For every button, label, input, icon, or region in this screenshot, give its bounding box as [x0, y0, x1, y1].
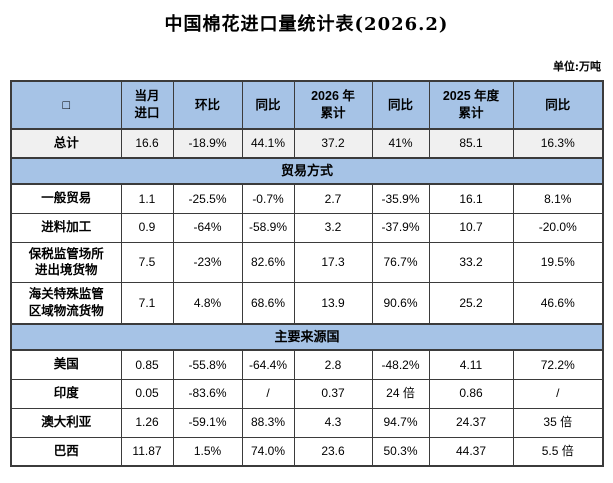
data-cell: -35.9%	[371, 183, 430, 214]
row-label-cell: 印度	[10, 378, 122, 409]
data-cell: -64.4%	[241, 349, 295, 380]
unit-note: 单位:万吨	[552, 60, 601, 73]
section-header: 贸易方式	[10, 157, 604, 185]
data-cell: 46.6%	[512, 282, 604, 325]
data-cell: -48.2%	[371, 349, 430, 380]
data-cell: 68.6%	[241, 282, 295, 325]
data-cell: 4.11	[428, 349, 514, 380]
column-header: 当月 进口	[120, 80, 174, 130]
data-cell: 90.6%	[371, 282, 430, 325]
data-cell: 35 倍	[512, 407, 604, 438]
data-cell: 16.3%	[512, 128, 604, 159]
row-label-cell: 保税监管场所 进出境货物	[10, 241, 122, 284]
column-header: 同比	[241, 80, 295, 130]
data-cell: 17.3	[293, 241, 373, 284]
data-cell: -25.5%	[172, 183, 243, 214]
data-cell: 82.6%	[241, 241, 295, 284]
data-cell: 5.5 倍	[512, 436, 604, 467]
data-cell: 88.3%	[241, 407, 295, 438]
row-label-cell: 美国	[10, 349, 122, 380]
data-cell: 4.8%	[172, 282, 243, 325]
data-cell: -83.6%	[172, 378, 243, 409]
data-cell: -55.8%	[172, 349, 243, 380]
data-cell: 41%	[371, 128, 430, 159]
data-cell: 74.0%	[241, 436, 295, 467]
data-cell: 24 倍	[371, 378, 430, 409]
data-cell: 7.1	[120, 282, 174, 325]
data-cell: 2.8	[293, 349, 373, 380]
data-cell: 13.9	[293, 282, 373, 325]
data-cell: 25.2	[428, 282, 514, 325]
data-cell: 1.5%	[172, 436, 243, 467]
data-cell: 8.1%	[512, 183, 604, 214]
data-cell: 72.2%	[512, 349, 604, 380]
data-cell: 44.1%	[241, 128, 295, 159]
data-cell: 33.2	[428, 241, 514, 284]
data-cell: 0.9	[120, 212, 174, 243]
column-header: 2026 年 累计	[293, 80, 373, 130]
data-cell: 44.37	[428, 436, 514, 467]
data-cell: 4.3	[293, 407, 373, 438]
data-cell: 1.26	[120, 407, 174, 438]
data-cell: 94.7%	[371, 407, 430, 438]
data-cell: -59.1%	[172, 407, 243, 438]
data-cell: 0.05	[120, 378, 174, 409]
data-cell: 2.7	[293, 183, 373, 214]
data-cell: 10.7	[428, 212, 514, 243]
data-cell: 0.85	[120, 349, 174, 380]
cotton-import-table: □ 当月 进口 环比 同比 2026 年 累计 同比 2025 年度 累计 同比 总计 16.6…	[10, 80, 604, 467]
data-cell: -0.7%	[241, 183, 295, 214]
row-label-cell: 澳大利亚	[10, 407, 122, 438]
data-cell: -18.9%	[172, 128, 243, 159]
column-header: 环比	[172, 80, 243, 130]
page-title: 中国棉花进口量统计表(2026.2)	[164, 14, 449, 35]
data-cell: 19.5%	[512, 241, 604, 284]
data-cell: /	[512, 378, 604, 409]
data-cell: -20.0%	[512, 212, 604, 243]
table-body: 总计 16.6 -18.9% 44.1% 37.2 41% 85.1 16.3% 贸易方式 一般贸…	[10, 128, 604, 467]
data-cell: -23%	[172, 241, 243, 284]
data-cell: 0.37	[293, 378, 373, 409]
data-cell: -58.9%	[241, 212, 295, 243]
data-cell: 76.7%	[371, 241, 430, 284]
row-label-cell: 巴西	[10, 436, 122, 467]
data-cell: 23.6	[293, 436, 373, 467]
data-cell: -64%	[172, 212, 243, 243]
data-cell: 24.37	[428, 407, 514, 438]
row-label-cell: 进料加工	[10, 212, 122, 243]
data-cell: /	[241, 378, 295, 409]
data-cell: 3.2	[293, 212, 373, 243]
column-header: 同比	[512, 80, 604, 130]
data-cell: 37.2	[293, 128, 373, 159]
row-label-cell: 海关特殊监管 区域物流货物	[10, 282, 122, 325]
data-cell: 85.1	[428, 128, 514, 159]
column-header: 2025 年度 累计	[428, 80, 514, 130]
row-label-cell: 总计	[10, 128, 122, 159]
table-header-row: □ 当月 进口 环比 同比 2026 年 累计 同比 2025 年度 累计 同比	[10, 80, 604, 130]
data-cell: 50.3%	[371, 436, 430, 467]
section-header: 主要来源国	[10, 323, 604, 351]
data-cell: 16.1	[428, 183, 514, 214]
data-cell: -37.9%	[371, 212, 430, 243]
column-header: 同比	[371, 80, 430, 130]
data-cell: 1.1	[120, 183, 174, 214]
data-cell: 11.87	[120, 436, 174, 467]
corner-cell: □	[10, 80, 122, 130]
data-cell: 7.5	[120, 241, 174, 284]
data-cell: 0.86	[428, 378, 514, 409]
data-cell: 16.6	[120, 128, 174, 159]
row-label-cell: 一般贸易	[10, 183, 122, 214]
